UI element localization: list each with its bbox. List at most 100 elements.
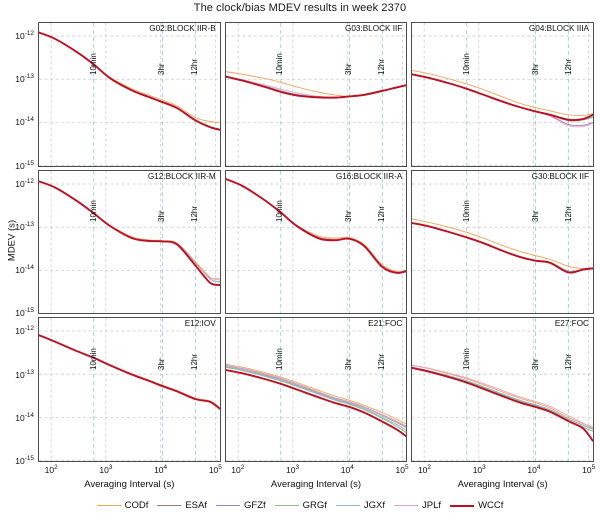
y-axis-label: MDEV (s) bbox=[6, 219, 18, 262]
series-line-ESAf bbox=[412, 222, 593, 272]
subplot-g04-block-iiia: G04:BLOCK IIIA 10min 3hr 12hr bbox=[411, 22, 594, 167]
y-tick-label: 10-13 bbox=[15, 368, 34, 380]
series-line-ESAf bbox=[39, 32, 220, 130]
legend-item-WCCf[interactable]: WCCf bbox=[450, 500, 503, 511]
y-tick-label: 10-12 bbox=[15, 30, 34, 41]
subplot-g30-block-iif: G30:BLOCK IIF 10min 3hr 12hr bbox=[411, 169, 594, 315]
y-tick-label: 10-13 bbox=[15, 220, 34, 232]
series-line-ESAf bbox=[225, 76, 407, 98]
legend-swatch-GFZf bbox=[216, 505, 240, 506]
series-line-CODf bbox=[412, 218, 593, 269]
series-line-JPLf bbox=[225, 76, 407, 98]
x-tick-label: 103 bbox=[99, 464, 113, 475]
series-line-JGXf bbox=[225, 366, 407, 432]
x-tick-label: 105 bbox=[395, 464, 409, 475]
subplot-e12-iov: E12:IOV 10min 3hr 12hr bbox=[38, 317, 221, 462]
subplot-e27-foc: E27:FOC 10min 3hr 12hr bbox=[411, 317, 594, 462]
series-line-GRGf bbox=[225, 367, 407, 434]
series-line-CODf bbox=[225, 364, 407, 425]
subplot-g12-block-iir-m: G12:BLOCK IIR-M 10min 3hr 12hr bbox=[38, 169, 221, 315]
series-line-JGXf bbox=[39, 32, 220, 130]
legend-label: ESAf bbox=[185, 500, 207, 511]
x-tick-label: 104 bbox=[154, 464, 168, 475]
legend-swatch-WCCf bbox=[450, 504, 475, 507]
y-tick-label: 10-15 bbox=[15, 307, 34, 319]
x-tick-label: 102 bbox=[417, 464, 431, 475]
x-tick-label: 103 bbox=[472, 464, 486, 475]
x-axis-label: Averaging Interval (s) bbox=[270, 479, 362, 490]
series-line-WCCf bbox=[39, 180, 220, 286]
legend-swatch-JGXf bbox=[335, 505, 360, 506]
series-line-JPLf bbox=[412, 365, 593, 430]
subplot-e21-foc: E21:FOC 10min 3hr 12hr bbox=[224, 317, 408, 462]
legend-label: JPLf bbox=[422, 500, 442, 511]
y-tick-label: 10-15 bbox=[15, 159, 34, 171]
legend-item-JPLf[interactable]: JPLf bbox=[394, 500, 441, 511]
legend-item-ESAf[interactable]: ESAf bbox=[157, 500, 207, 511]
series-line-WCCf bbox=[39, 31, 220, 131]
x-tick-label: 104 bbox=[340, 464, 354, 475]
legend-swatch-ESAf bbox=[157, 505, 182, 506]
subplot-grid: G02:BLOCK IIR-B 10min 3hr 12hr G03:BLOCK IIF… bbox=[38, 22, 594, 462]
series-line-JGXf bbox=[412, 222, 593, 272]
x-axis-label: Averaging Interval (s) bbox=[457, 479, 548, 490]
series-line-CODf bbox=[412, 69, 593, 117]
series-line-JGXf bbox=[412, 367, 593, 430]
y-tick-label: 10-14 bbox=[15, 116, 34, 128]
figure-title: The clock/bias MDEV results in week 2370 bbox=[193, 2, 407, 14]
x-tick-label: 103 bbox=[286, 464, 300, 475]
series-line-GFZf bbox=[39, 180, 220, 283]
series-line-GFZf bbox=[225, 76, 407, 98]
series-line-CODf bbox=[412, 365, 593, 428]
legend-label: JGXf bbox=[363, 500, 386, 511]
series-line-WCCf bbox=[412, 367, 593, 442]
series-line-GRGf bbox=[225, 76, 407, 98]
series-line-GFZf bbox=[412, 73, 593, 127]
x-tick-label: 102 bbox=[44, 464, 58, 475]
legend-swatch-JPLf bbox=[394, 505, 419, 506]
series-line-GFZf bbox=[412, 222, 593, 272]
series-line-WCCf bbox=[412, 73, 593, 122]
x-tick-label: 105 bbox=[582, 464, 596, 475]
x-axis-label: Averaging Interval (s) bbox=[84, 479, 175, 490]
legend-label: GRGf bbox=[302, 500, 327, 511]
y-tick-label: 10-12 bbox=[15, 325, 34, 337]
x-tick-label: 104 bbox=[527, 464, 541, 475]
subplot-g03-block-iif: G03:BLOCK IIF 10min 3hr 12hr bbox=[224, 22, 408, 167]
legend: CODf ESAf GFZf GRGf JGXf JPLf WCCf bbox=[0, 500, 600, 511]
legend-label: GFZf bbox=[244, 500, 266, 511]
y-tick-label: 10-14 bbox=[15, 264, 34, 275]
series-line-GRGf bbox=[39, 180, 220, 283]
series-line-WCCf bbox=[225, 75, 407, 99]
series-line-WCCf bbox=[412, 221, 593, 274]
series-line-JGXf bbox=[225, 76, 407, 98]
subplot-g16-block-iir-a: G16:BLOCK IIR-A 10min 3hr 12hr bbox=[224, 169, 408, 315]
legend-item-GFZf[interactable]: GFZf bbox=[216, 500, 266, 511]
series-line-GRGf bbox=[39, 32, 220, 130]
y-tick-label: 10-14 bbox=[15, 411, 34, 423]
y-tick-label: 10-13 bbox=[15, 73, 34, 85]
legend-item-JGXf[interactable]: JGXf bbox=[335, 500, 386, 511]
series-line-CODf bbox=[39, 180, 220, 281]
series-line-JGXf bbox=[39, 180, 220, 283]
legend-swatch-GRGf bbox=[274, 505, 299, 506]
series-line-GRGf bbox=[412, 367, 593, 433]
series-line-WCCf bbox=[225, 177, 407, 274]
subplot-g02-block-iir-b: G02:BLOCK IIR-B 10min 3hr 12hr bbox=[38, 22, 221, 167]
y-tick-label: 10-12 bbox=[15, 177, 34, 189]
legend-swatch-CODf bbox=[96, 505, 121, 506]
series-line-WCCf bbox=[39, 334, 220, 410]
series-line-JPLf bbox=[225, 365, 407, 428]
series-line-GRGf bbox=[412, 222, 593, 272]
legend-item-GRGf[interactable]: GRGf bbox=[274, 500, 327, 511]
x-tick-label: 105 bbox=[208, 464, 222, 475]
legend-label: CODf bbox=[124, 500, 149, 511]
y-tick-label: 10-15 bbox=[15, 455, 34, 466]
x-tick-label: 102 bbox=[231, 464, 245, 475]
series-line-WCCf bbox=[225, 369, 407, 438]
series-line-JPLf bbox=[39, 180, 220, 280]
legend-label: WCCf bbox=[478, 500, 504, 511]
legend-item-CODf[interactable]: CODf bbox=[96, 500, 149, 511]
series-line-GFZf bbox=[39, 32, 220, 130]
